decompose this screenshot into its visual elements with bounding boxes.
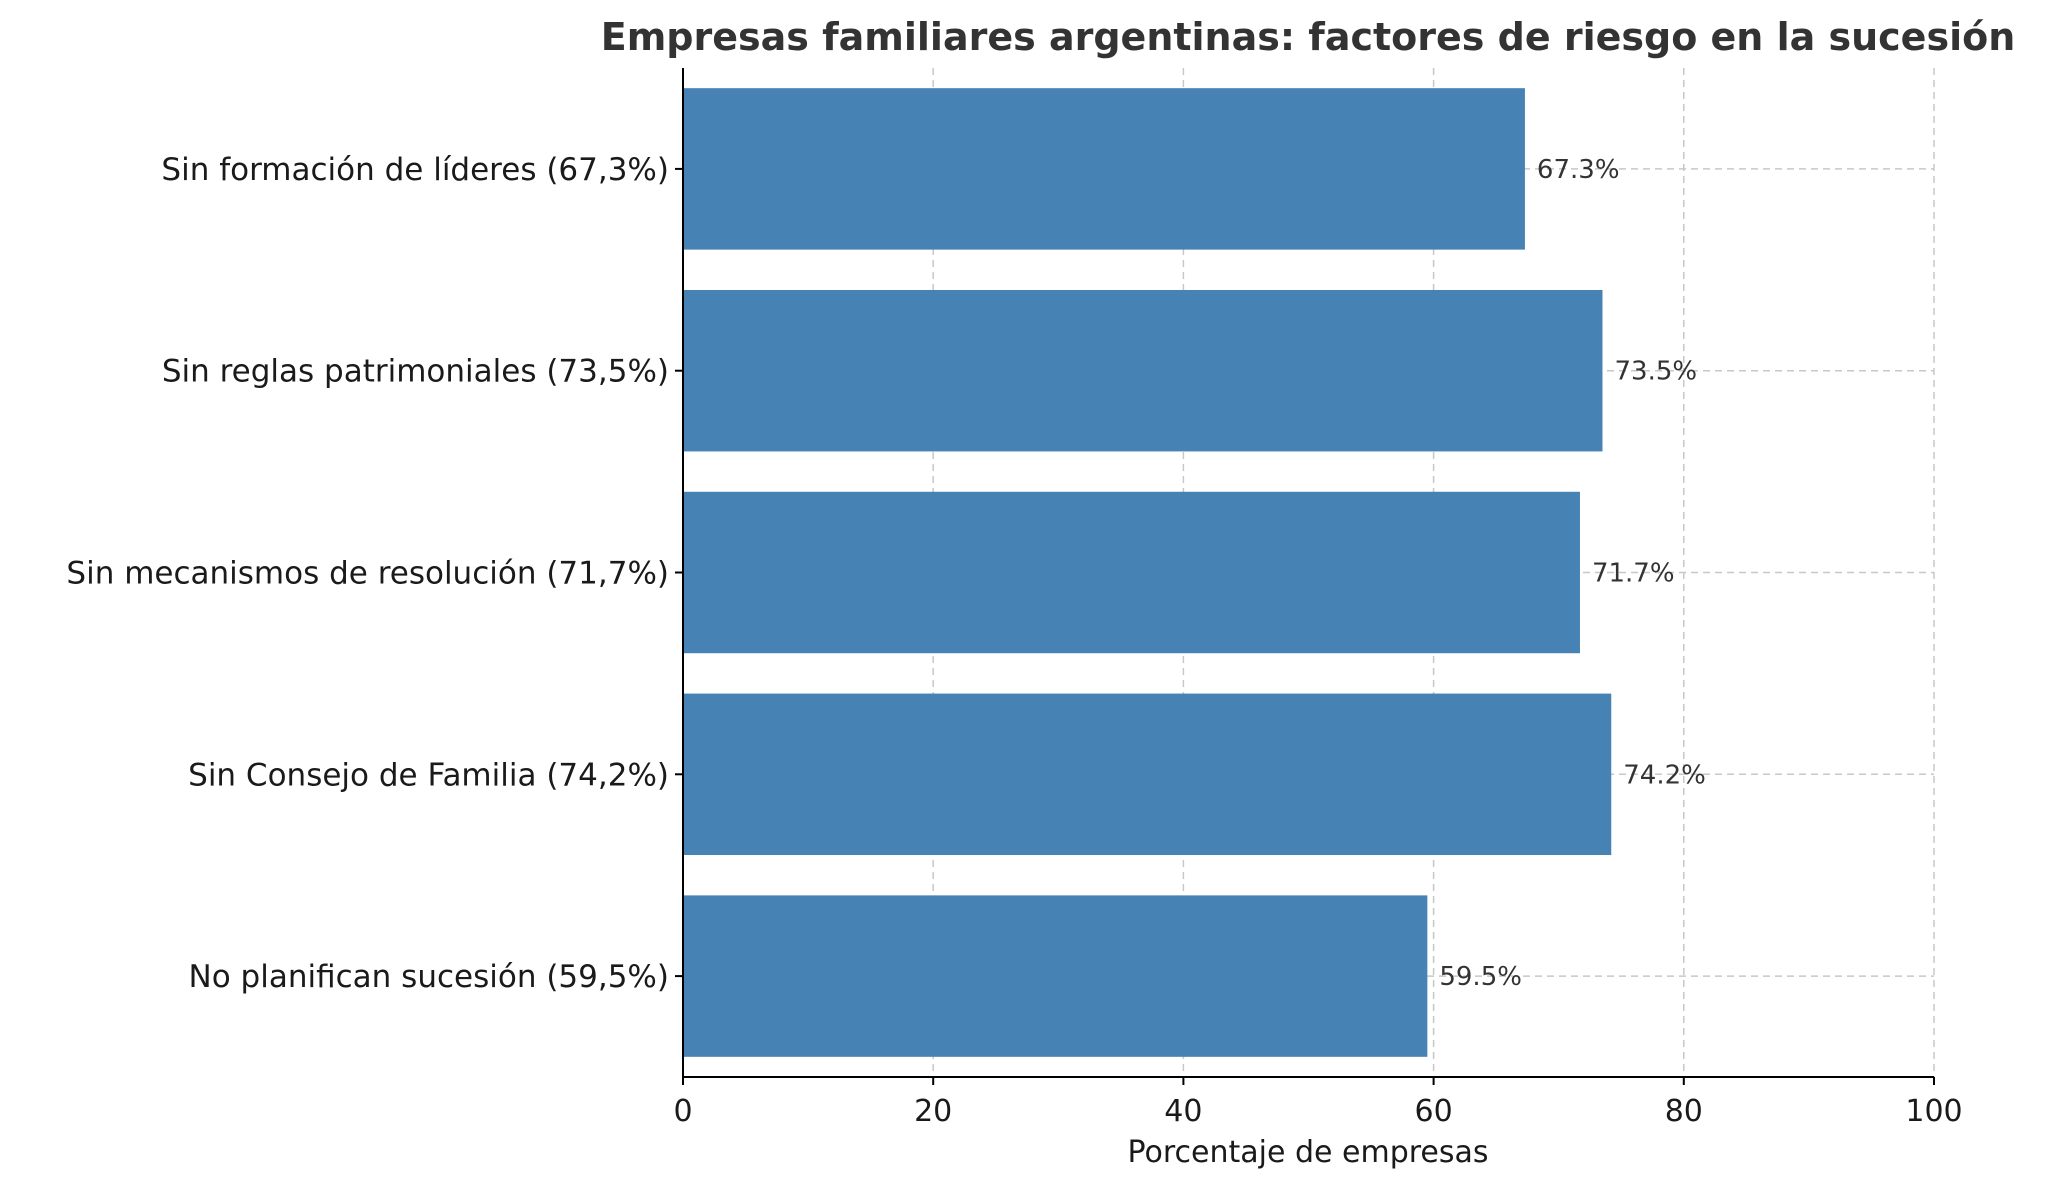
axis-layer (675, 68, 1935, 1085)
x-tick-label-5: 100 (1905, 1094, 1962, 1129)
data-label-0: 67.3% (1537, 155, 1620, 185)
x-tick-label-4: 80 (1665, 1094, 1703, 1129)
x-tick-label-2: 40 (1164, 1094, 1202, 1129)
x-tick-label-1: 20 (914, 1094, 952, 1129)
bar-layer (683, 88, 1612, 1057)
x-axis-label: Porcentaje de empresas (1127, 1135, 1488, 1170)
bar-4 (683, 895, 1428, 1057)
x-tick-label-0: 0 (673, 1094, 692, 1129)
data-label-2: 71.7% (1592, 559, 1675, 589)
bar-3 (683, 693, 1612, 856)
category-label-2: Sin mecanismos de resolución (71,7%) (66, 556, 669, 592)
bar-2 (683, 491, 1580, 654)
bar-1 (683, 289, 1603, 452)
category-label-0: Sin formación de líderes (67,3%) (161, 152, 669, 188)
bar-0 (683, 88, 1525, 250)
data-label-4: 59.5% (1439, 962, 1522, 992)
label-layer: 0 20 40 60 80 100 Sin formación de líderes (67… (66, 152, 1962, 1129)
data-label-3: 74.2% (1623, 760, 1706, 790)
category-label-3: Sin Consejo de Familia (74,2%) (188, 757, 669, 793)
chart-title: Empresas familiares argentinas: factores… (601, 15, 2016, 59)
category-label-1: Sin reglas patrimoniales (73,5%) (162, 354, 669, 390)
category-label-4: No planifican sucesión (59,5%) (189, 959, 669, 995)
data-label-1: 73.5% (1614, 357, 1697, 387)
x-tick-label-3: 60 (1415, 1094, 1453, 1129)
